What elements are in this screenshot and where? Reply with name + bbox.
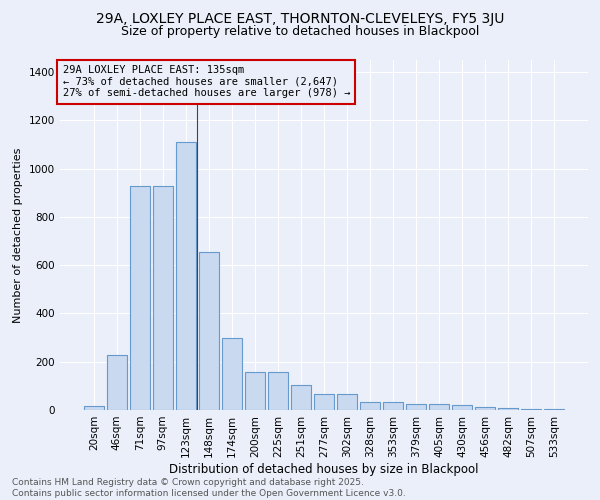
Bar — [337, 394, 357, 410]
Text: Contains HM Land Registry data © Crown copyright and database right 2025.
Contai: Contains HM Land Registry data © Crown c… — [12, 478, 406, 498]
Bar — [430, 404, 449, 410]
Bar — [84, 406, 104, 410]
Bar — [107, 355, 127, 410]
Bar — [291, 384, 311, 410]
Bar — [475, 407, 495, 410]
Bar — [130, 186, 149, 410]
Bar — [176, 142, 196, 410]
X-axis label: Distribution of detached houses by size in Blackpool: Distribution of detached houses by size … — [169, 462, 479, 475]
Y-axis label: Number of detached properties: Number of detached properties — [13, 148, 23, 322]
Bar — [406, 404, 426, 410]
Bar — [245, 372, 265, 410]
Text: Size of property relative to detached houses in Blackpool: Size of property relative to detached ho… — [121, 25, 479, 38]
Bar — [268, 372, 288, 410]
Bar — [452, 405, 472, 410]
Bar — [360, 402, 380, 410]
Text: 29A, LOXLEY PLACE EAST, THORNTON-CLEVELEYS, FY5 3JU: 29A, LOXLEY PLACE EAST, THORNTON-CLEVELE… — [96, 12, 504, 26]
Text: 29A LOXLEY PLACE EAST: 135sqm
← 73% of detached houses are smaller (2,647)
27% o: 29A LOXLEY PLACE EAST: 135sqm ← 73% of d… — [62, 66, 350, 98]
Bar — [199, 252, 218, 410]
Bar — [383, 402, 403, 410]
Bar — [222, 338, 242, 410]
Bar — [153, 186, 173, 410]
Bar — [499, 408, 518, 410]
Bar — [314, 394, 334, 410]
Bar — [521, 409, 541, 410]
